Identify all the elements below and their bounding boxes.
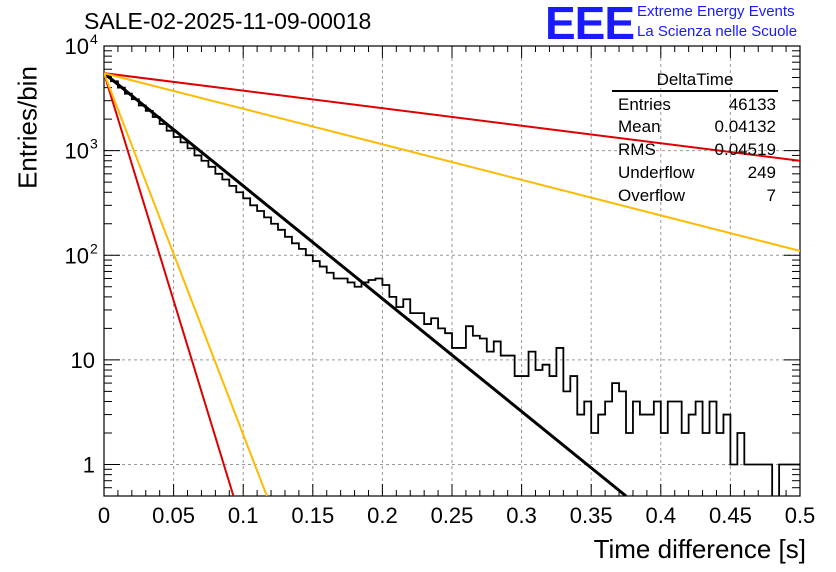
stats-key: Overflow bbox=[618, 186, 686, 205]
stats-title: DeltaTime bbox=[612, 70, 778, 92]
x-tick-label: 0.05 bbox=[152, 503, 195, 528]
histogram-deltatime bbox=[104, 74, 800, 496]
stats-box: DeltaTime Entries 46133 Mean 0.04132 RMS… bbox=[612, 70, 778, 212]
series-slow-yellow bbox=[104, 72, 800, 252]
chart-title: SALE-02-2025-11-09-00018 bbox=[84, 8, 372, 34]
series-fit bbox=[104, 71, 627, 496]
y-tick-label: 10 bbox=[65, 243, 89, 268]
stats-row-overflow: Overflow 7 bbox=[618, 185, 776, 207]
x-tick-label: 0.45 bbox=[709, 503, 752, 528]
stats-value: 46133 bbox=[728, 95, 776, 114]
y-tick-exponent: 3 bbox=[90, 136, 98, 152]
stats-key: Entries bbox=[618, 95, 671, 114]
stats-value: 0.04132 bbox=[714, 117, 776, 136]
stats-value: 0.04519 bbox=[714, 140, 776, 159]
eee-logo-line2: La Scienza nelle Scuole bbox=[637, 23, 798, 40]
y-tick-exponent: 2 bbox=[90, 240, 98, 256]
y-tick-label: 10 bbox=[71, 348, 95, 373]
y-tick-exponent: 4 bbox=[90, 31, 98, 47]
series-upper-steep-red bbox=[104, 72, 235, 496]
y-tick-label: 10 bbox=[65, 139, 89, 164]
x-tick-label: 0.1 bbox=[228, 503, 259, 528]
series-upper-steep-yellow bbox=[104, 72, 268, 496]
y-tick-label: 10 bbox=[65, 34, 89, 59]
x-tick-label: 0.2 bbox=[367, 503, 398, 528]
stats-key: RMS bbox=[618, 140, 656, 159]
stats-value: 249 bbox=[747, 163, 776, 182]
x-tick-label: 0 bbox=[98, 503, 110, 528]
stats-row-mean: Mean 0.04132 bbox=[618, 116, 776, 138]
x-axis-label: Time difference [s] bbox=[593, 534, 806, 564]
x-tick-label: 0.15 bbox=[291, 503, 334, 528]
y-tick-label: 1 bbox=[83, 453, 95, 478]
stats-value: 7 bbox=[766, 186, 776, 205]
x-tick-label: 0.4 bbox=[646, 503, 677, 528]
stats-key: Mean bbox=[618, 117, 661, 136]
eee-logo: EEE bbox=[545, 0, 635, 49]
stats-row-underflow: Underflow 249 bbox=[618, 162, 776, 184]
x-tick-label: 0.25 bbox=[431, 503, 474, 528]
x-tick-label: 0.5 bbox=[785, 503, 816, 528]
x-tick-label: 0.3 bbox=[506, 503, 537, 528]
y-axis-label: Entries/bin bbox=[12, 66, 43, 189]
stats-row-entries: Entries 46133 bbox=[618, 94, 776, 116]
x-tick-label: 0.35 bbox=[570, 503, 613, 528]
stats-row-rms: RMS 0.04519 bbox=[618, 139, 776, 161]
eee-logo-line1: Extreme Energy Events bbox=[637, 3, 795, 20]
series-slow-red bbox=[104, 72, 800, 162]
stats-key: Underflow bbox=[618, 163, 695, 182]
